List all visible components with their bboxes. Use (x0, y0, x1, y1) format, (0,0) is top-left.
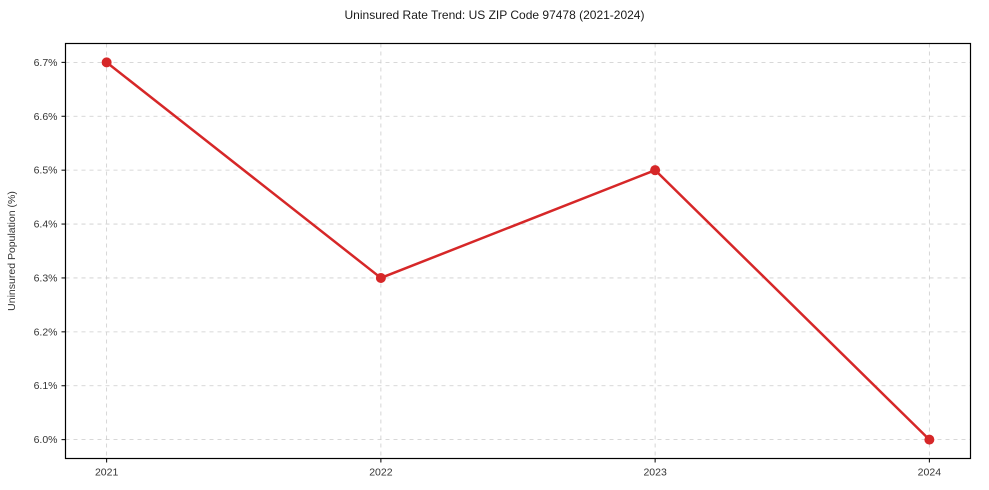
chart-title: Uninsured Rate Trend: US ZIP Code 97478 … (344, 8, 645, 22)
x-tick-label: 2023 (643, 467, 667, 479)
y-tick-label: 6.0% (34, 434, 58, 446)
y-tick-label: 6.1% (34, 380, 58, 392)
data-point-2022 (375, 272, 386, 283)
y-tick-label: 6.2% (34, 326, 58, 338)
x-tick-label: 2024 (918, 467, 942, 479)
trend-line (105, 61, 931, 441)
x-tick-label: 2022 (369, 467, 393, 479)
x-tick-label: 2021 (95, 467, 119, 479)
plot-border (64, 42, 972, 460)
y-axis-label: Uninsured Population (%) (6, 191, 18, 311)
data-point-2023 (650, 165, 661, 176)
y-tick-label: 6.6% (34, 111, 58, 123)
y-tick-label: 6.7% (34, 57, 58, 69)
y-tick-label: 6.4% (34, 219, 58, 231)
y-tick-label: 6.3% (34, 272, 58, 284)
data-point-2024 (924, 434, 935, 445)
data-point-2021 (101, 57, 112, 68)
y-tick-label: 6.5% (34, 165, 58, 177)
